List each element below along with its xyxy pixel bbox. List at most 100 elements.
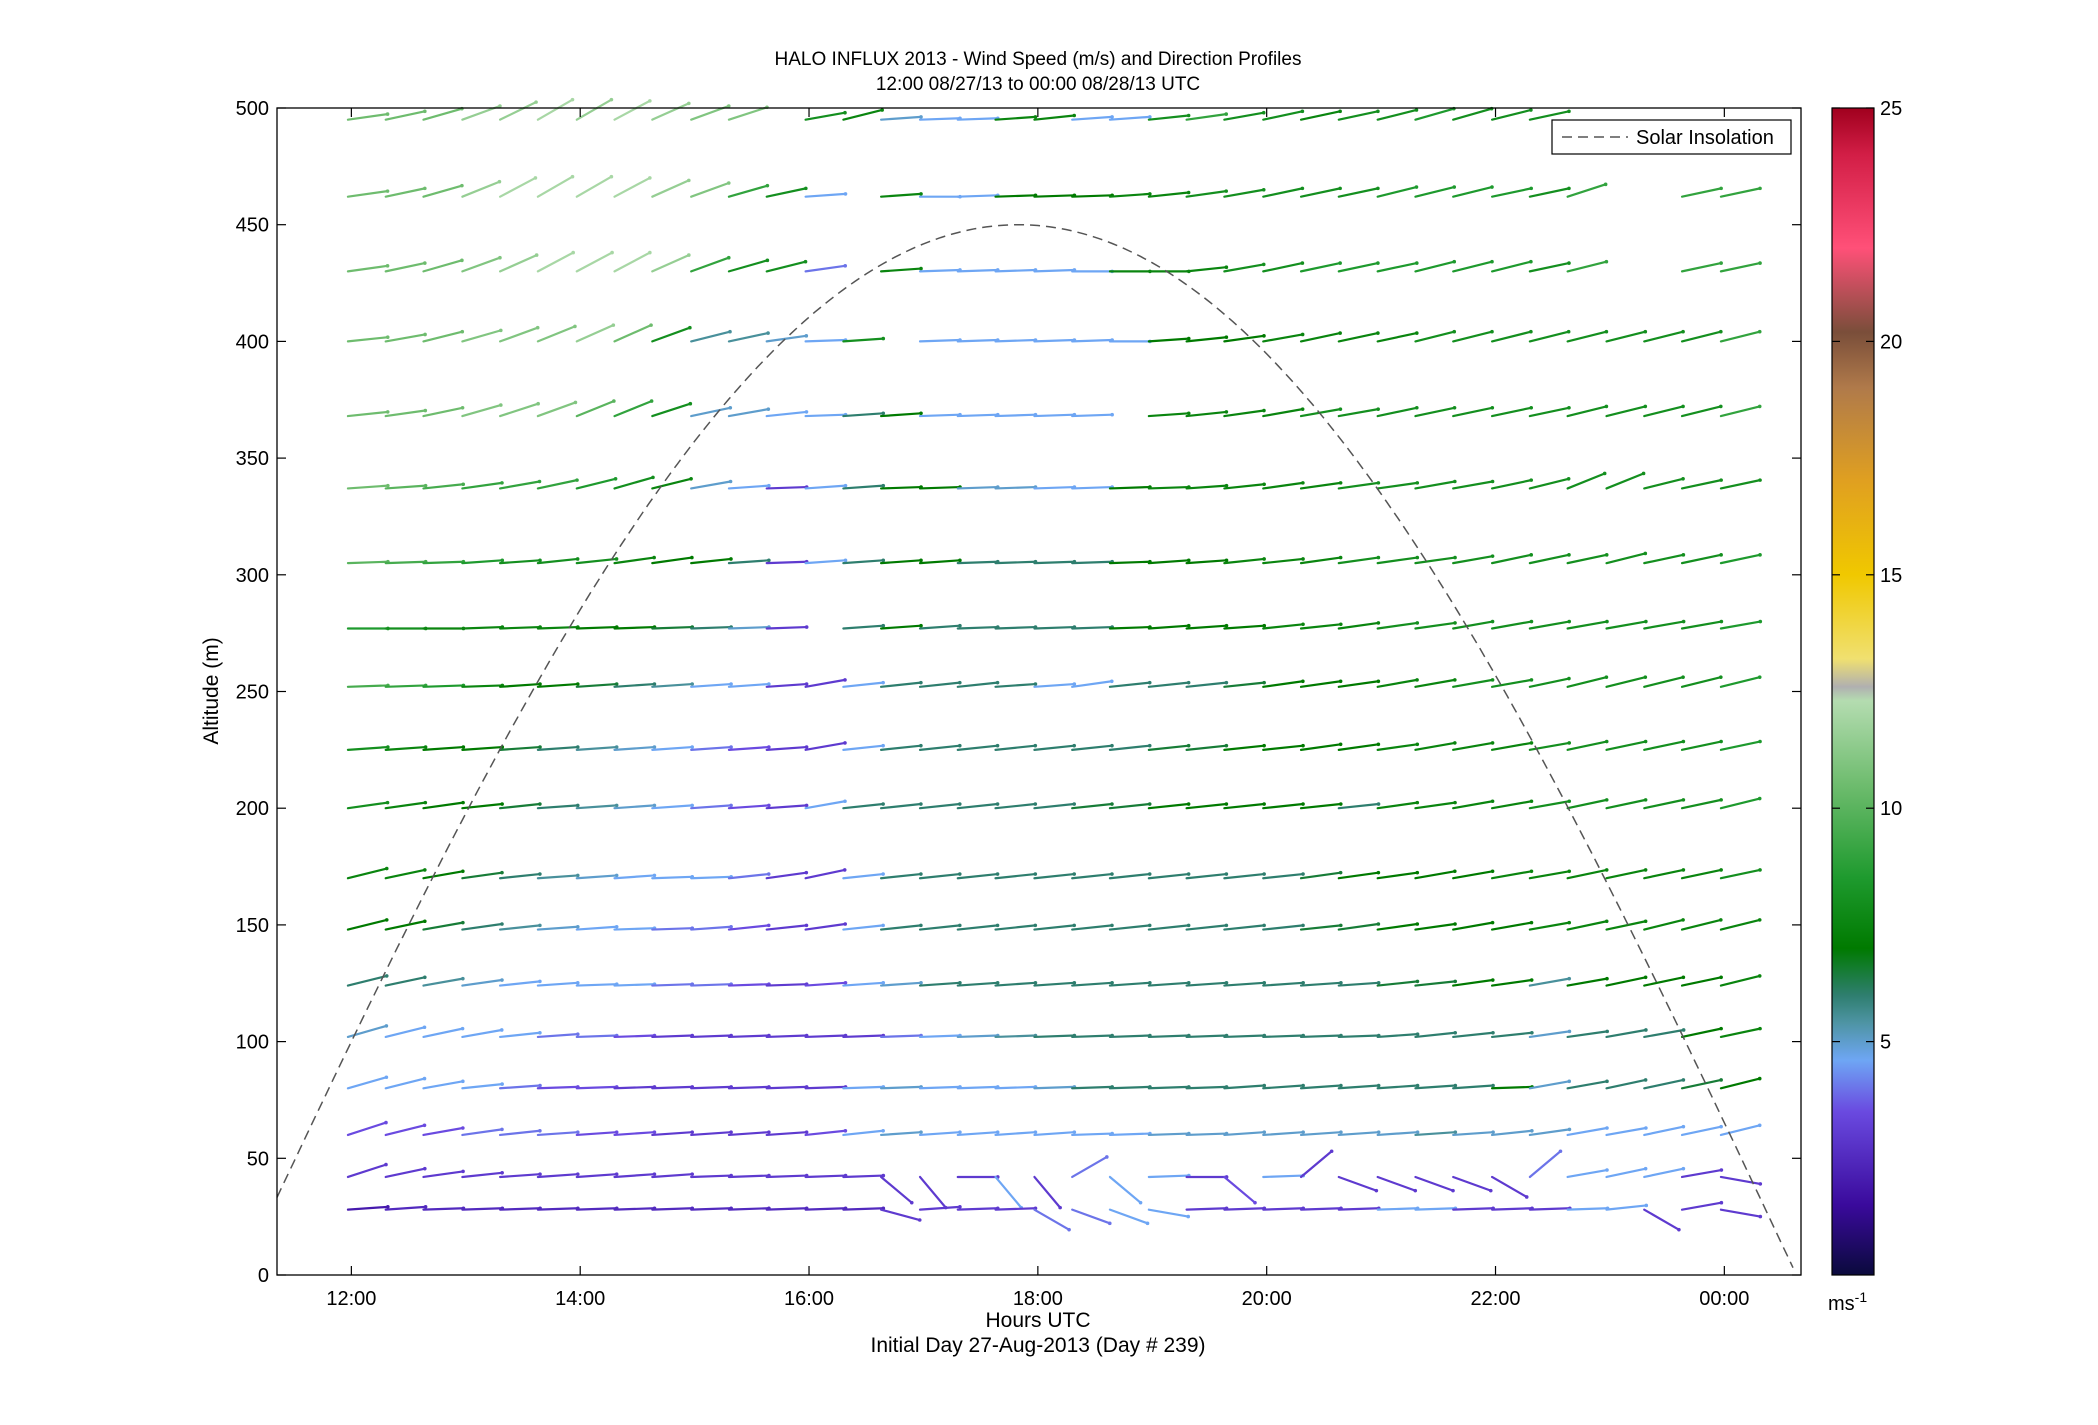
wind-barb-tip — [1681, 868, 1686, 872]
wind-barb — [536, 981, 579, 987]
wind-barb-tip — [1415, 1130, 1420, 1134]
wind-barb-tip — [1681, 798, 1686, 802]
wind-barb — [1299, 481, 1342, 490]
wind-barb — [690, 330, 732, 343]
wind-barb — [1223, 557, 1266, 565]
wind-barb — [461, 1171, 504, 1179]
wind-barb — [1147, 412, 1190, 418]
wind-barb — [1108, 872, 1151, 880]
wind-barb-tip — [687, 178, 691, 183]
wind-barb — [918, 924, 961, 931]
wind-barb-tip — [1301, 557, 1305, 561]
wind-barb — [1643, 798, 1685, 810]
wind-barb-tip — [919, 192, 923, 196]
wind-barb-tip — [766, 872, 771, 876]
wind-barb — [461, 180, 501, 198]
wind-barb — [956, 1085, 999, 1090]
wind-barb — [613, 176, 651, 198]
wind-barb-tip — [1719, 1078, 1723, 1082]
wind-barb — [1680, 1168, 1723, 1179]
wind-barb — [1528, 553, 1571, 565]
wind-barb-tip — [1567, 1079, 1572, 1084]
wind-barb — [651, 326, 691, 343]
wind-barb — [1337, 802, 1380, 810]
wind-barb-tip — [917, 1218, 922, 1222]
wind-barb — [765, 804, 808, 810]
wind-barb — [1223, 981, 1266, 987]
wind-barb — [1719, 1027, 1762, 1039]
wind-barb — [1033, 682, 1076, 688]
wind-barb-tip — [1490, 741, 1495, 745]
wind-barb — [651, 625, 694, 630]
wind-barb-tip — [1529, 799, 1534, 804]
wind-barb — [1299, 623, 1342, 630]
wind-barb — [842, 872, 885, 880]
wind-barb — [1071, 560, 1114, 565]
wind-barb-tip — [1109, 679, 1114, 684]
wind-barb — [1605, 868, 1647, 880]
wind-barb — [956, 744, 999, 751]
wind-barb-tip — [958, 980, 962, 985]
wind-barb-tip — [690, 745, 694, 749]
wind-barb-tip — [1415, 621, 1420, 625]
wind-barb-tip — [881, 483, 886, 488]
wind-barb-tip — [1414, 185, 1419, 189]
wind-barb — [1033, 1034, 1076, 1039]
wind-barb — [422, 406, 464, 418]
wind-barb-tip — [1488, 1188, 1493, 1193]
wind-barb-tip — [1376, 802, 1381, 806]
wind-barb — [1605, 330, 1647, 343]
wind-barb-tip — [652, 745, 657, 749]
wind-barb — [1337, 621, 1380, 630]
wind-barb-tip — [1338, 109, 1342, 114]
wind-barb — [1528, 406, 1571, 418]
wind-barb — [1719, 553, 1762, 565]
wind-barb — [1719, 405, 1761, 418]
wind-barb — [384, 920, 426, 931]
wind-barb — [1605, 798, 1647, 810]
wind-barb — [1262, 924, 1305, 931]
wind-barb — [1376, 1084, 1419, 1090]
wind-barb — [575, 874, 618, 880]
wind-barb-tip — [1567, 869, 1572, 874]
wind-barb-tip — [1524, 1195, 1529, 1199]
wind-barb — [422, 560, 465, 565]
wind-barb — [690, 1174, 733, 1179]
wind-barb — [994, 413, 1037, 418]
colorbar-gradient — [1831, 107, 1875, 1276]
wind-barb — [575, 1085, 618, 1090]
wind-barb — [1680, 1027, 1723, 1039]
wind-barb — [1490, 1175, 1528, 1199]
wind-barb-tip — [1643, 1078, 1648, 1082]
wind-barb — [1337, 743, 1380, 751]
wind-barb — [690, 181, 730, 198]
wind-barb — [765, 1034, 808, 1039]
wind-barb — [1071, 924, 1114, 931]
wind-barb — [1337, 556, 1380, 565]
wind-barb — [880, 1208, 921, 1222]
wind-barb-tip — [1530, 1030, 1534, 1035]
wind-barb — [1262, 408, 1304, 418]
wind-barb — [1299, 187, 1342, 198]
wind-barb-tip — [995, 980, 1000, 985]
wind-barb — [1452, 1031, 1495, 1039]
wind-barb-tip — [1529, 405, 1534, 410]
wind-barb-tip — [1758, 261, 1762, 265]
wind-barb-tip — [690, 555, 694, 560]
wind-barb — [1680, 676, 1722, 688]
wind-barb-tip — [1604, 329, 1609, 334]
wind-barb — [1414, 1131, 1457, 1137]
chart-title: HALO INFLUX 2013 - Wind Speed (m/s) and … — [775, 49, 1302, 70]
y-tick-label: 400 — [236, 331, 269, 353]
wind-barb — [1185, 681, 1228, 688]
wind-barb — [804, 868, 846, 880]
wind-barb-tip — [1719, 404, 1723, 409]
wind-barb-tip — [804, 803, 809, 808]
wind-barb-tip — [1148, 192, 1152, 196]
wind-barb — [1719, 740, 1762, 751]
wind-barb-tip — [1604, 798, 1609, 802]
wind-barb-tip — [1643, 551, 1648, 556]
wind-barb-tip — [534, 100, 538, 104]
wind-barb-tip — [1491, 1130, 1495, 1134]
wind-barb-tip — [1529, 553, 1534, 557]
